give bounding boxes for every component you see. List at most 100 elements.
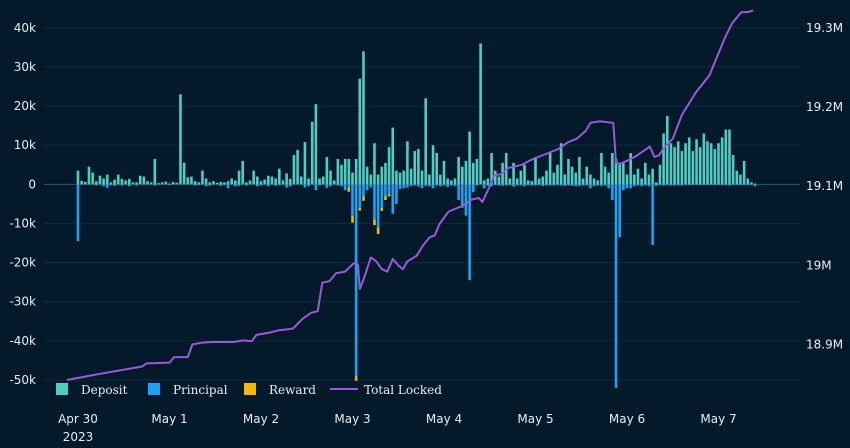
deposit-bar[interactable] (552, 172, 556, 185)
principal-bar[interactable] (285, 184, 288, 188)
deposit-bar[interactable] (687, 137, 691, 185)
principal-bar[interactable] (387, 184, 391, 195)
deposit-bar[interactable] (676, 141, 680, 185)
principal-bar[interactable] (702, 184, 706, 186)
deposit-bar[interactable] (153, 158, 157, 185)
reward-bar[interactable] (373, 219, 376, 226)
reward-bar[interactable] (351, 215, 354, 223)
principal-bar[interactable] (358, 184, 362, 208)
principal-bar[interactable] (596, 184, 600, 186)
deposit-bar[interactable] (640, 178, 643, 185)
deposit-bar[interactable] (629, 153, 632, 185)
deposit-bar[interactable] (267, 175, 270, 185)
deposit-bar[interactable] (537, 178, 541, 185)
deposit-bar[interactable] (709, 143, 713, 185)
principal-bar[interactable] (750, 184, 753, 186)
principal-bar[interactable] (457, 184, 460, 200)
principal-bar[interactable] (618, 184, 621, 238)
deposit-bar[interactable] (303, 142, 307, 185)
principal-bar[interactable] (340, 184, 343, 187)
principal-bar[interactable] (636, 184, 640, 186)
principal-bar[interactable] (698, 184, 702, 186)
deposit-bar[interactable] (347, 158, 351, 185)
principal-bar[interactable] (314, 184, 318, 191)
deposit-bar[interactable] (351, 172, 354, 185)
principal-bar[interactable] (493, 184, 497, 186)
deposit-bar[interactable] (91, 172, 94, 185)
principal-bar[interactable] (695, 184, 698, 186)
principal-bar[interactable] (278, 184, 281, 186)
principal-bar[interactable] (439, 184, 442, 187)
principal-bar[interactable] (288, 184, 292, 187)
deposit-bar[interactable] (149, 182, 153, 185)
deposit-bar[interactable] (453, 178, 457, 185)
deposit-bar[interactable] (515, 178, 519, 185)
deposit-bar[interactable] (424, 98, 427, 185)
principal-bar[interactable] (325, 184, 329, 188)
principal-bar[interactable] (482, 184, 486, 189)
principal-bar[interactable] (523, 184, 526, 187)
principal-bar[interactable] (486, 184, 490, 186)
deposit-bar[interactable] (548, 153, 552, 185)
deposit-bar[interactable] (413, 151, 417, 185)
deposit-bar[interactable] (662, 133, 665, 185)
deposit-bar[interactable] (658, 164, 662, 185)
deposit-bar[interactable] (673, 147, 676, 185)
deposit-bar[interactable] (728, 129, 731, 185)
deposit-bar[interactable] (263, 179, 266, 185)
deposit-bar[interactable] (142, 176, 146, 185)
deposit-bar[interactable] (592, 178, 596, 185)
principal-bar[interactable] (446, 184, 449, 188)
principal-bar[interactable] (742, 184, 746, 186)
deposit-bar[interactable] (519, 170, 523, 185)
reward-bar[interactable] (347, 187, 351, 192)
principal-bar[interactable] (651, 184, 654, 245)
principal-bar[interactable] (274, 184, 277, 186)
deposit-bar[interactable] (468, 131, 471, 185)
deposit-bar[interactable] (358, 78, 362, 185)
principal-bar[interactable] (226, 184, 230, 189)
deposit-bar[interactable] (384, 162, 387, 185)
reward-bar[interactable] (387, 194, 391, 197)
deposit-bar[interactable] (329, 170, 332, 185)
deposit-bar[interactable] (325, 156, 329, 185)
deposit-bar[interactable] (493, 170, 497, 185)
principal-bar[interactable] (512, 184, 515, 187)
deposit-bar[interactable] (523, 164, 526, 185)
deposit-bar[interactable] (567, 158, 570, 185)
principal-bar[interactable] (420, 184, 424, 189)
principal-bar[interactable] (720, 184, 724, 186)
deposit-bar[interactable] (618, 162, 621, 185)
principal-bar[interactable] (709, 184, 713, 186)
principal-bar[interactable] (515, 184, 519, 186)
principal-bar[interactable] (461, 184, 464, 208)
principal-bar[interactable] (417, 184, 420, 187)
principal-bar[interactable] (204, 184, 208, 187)
deposit-bar[interactable] (622, 162, 625, 185)
deposit-bar[interactable] (314, 104, 318, 185)
deposit-bar[interactable] (168, 183, 171, 185)
deposit-bar[interactable] (131, 182, 135, 185)
principal-bar[interactable] (687, 184, 691, 186)
deposit-bar[interactable] (651, 168, 654, 185)
deposit-bar[interactable] (120, 178, 124, 185)
deposit-bar[interactable] (95, 181, 98, 185)
principal-bar[interactable] (398, 184, 402, 190)
deposit-bar[interactable] (742, 160, 746, 185)
principal-bar[interactable] (665, 184, 669, 186)
deposit-bar[interactable] (223, 182, 226, 185)
principal-bar[interactable] (373, 184, 376, 220)
principal-bar[interactable] (343, 184, 347, 191)
deposit-bar[interactable] (603, 166, 607, 185)
principal-bar[interactable] (607, 184, 610, 189)
deposit-bar[interactable] (559, 143, 563, 185)
principal-bar[interactable] (585, 184, 589, 186)
deposit-bar[interactable] (102, 178, 105, 185)
deposit-bar[interactable] (497, 176, 501, 185)
deposit-bar[interactable] (186, 177, 190, 185)
deposit-bar[interactable] (702, 133, 706, 185)
deposit-bar[interactable] (420, 170, 424, 185)
deposit-bar[interactable] (212, 181, 215, 185)
principal-bar[interactable] (731, 184, 735, 186)
principal-bar[interactable] (307, 184, 310, 187)
